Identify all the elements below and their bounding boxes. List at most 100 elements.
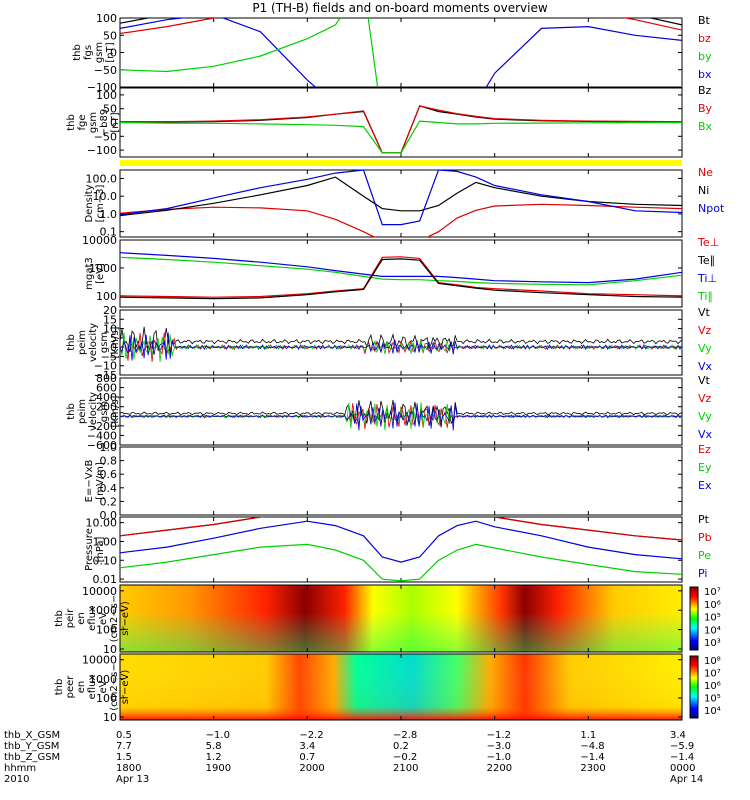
panel-frame xyxy=(119,446,683,516)
x-row-label: thb_X_GSM xyxy=(4,730,60,741)
y-tick-label: 0 xyxy=(110,410,117,423)
y-tick-label: 0.8 xyxy=(100,455,118,468)
x-row-value: 2100 xyxy=(393,763,418,774)
colorbar-label: 10⁶ xyxy=(704,600,721,611)
y-tick-label: 10 xyxy=(103,643,117,656)
y-tick-label: 400 xyxy=(96,391,117,404)
x-row-label: hhmm xyxy=(4,763,36,774)
series-bx xyxy=(120,18,682,87)
panel-peir: 10000 1000 100 10thbpeirenefluxeV(cm2−s−sr−… xyxy=(54,584,721,656)
legend-Ni: Ni xyxy=(698,184,709,197)
x-row-value: 3.4 xyxy=(299,741,315,752)
x-row-value: −1.0 xyxy=(487,752,511,763)
y-tick-label: 0.2 xyxy=(100,495,118,508)
panel-efield: 1.00.80.60.40.20.0 E=−VxB[mV/m] Ez Ey Ex xyxy=(84,441,712,522)
figure-title: P1 (TH-B) fields and on-board moments ov… xyxy=(252,1,548,15)
y-tick-label: −50 xyxy=(94,64,117,77)
y-axis-label: thbfgegsm−b89[nT] xyxy=(66,109,121,136)
legend-Pb: Pb xyxy=(698,531,712,544)
x-row-value: 1900 xyxy=(206,763,231,774)
legend-Vt: Vt xyxy=(698,374,711,387)
x-row-value: 2200 xyxy=(487,763,512,774)
y-tick-label: 100 xyxy=(96,290,117,303)
colorbar-label: 10³ xyxy=(704,638,721,649)
x-row-label: 2010 xyxy=(4,774,29,785)
x-row-value: −0.2 xyxy=(393,752,417,763)
series-Bz xyxy=(120,105,682,154)
panel-frame xyxy=(119,377,683,446)
y-tick-label: −50 xyxy=(94,130,117,143)
x-row-value: 0.7 xyxy=(299,752,315,763)
x-row-value: 3.4 xyxy=(670,730,686,741)
legend-Te⊥: Te⊥ xyxy=(697,236,719,249)
x-row-value: 1.2 xyxy=(206,752,222,763)
legend-Te∥: Te∥ xyxy=(697,254,715,267)
y-tick-label: 0 xyxy=(110,341,117,354)
y-tick-label: 1.0 xyxy=(100,441,118,454)
x-row-value: Apr 14 xyxy=(670,774,703,785)
x-row-value: 7.7 xyxy=(116,741,132,752)
panel-fgs: 100 50 0 −50 −100 thbfgsgsm[nT] Bt bz by bx xyxy=(72,12,712,94)
y-tick-label: 0 xyxy=(110,117,117,130)
series-Ti⊥ xyxy=(120,252,682,284)
legend-By: By xyxy=(698,102,713,115)
legend-Bt: Bt xyxy=(698,14,711,27)
y-axis-label: E=−VxB[mV/m] xyxy=(84,460,106,503)
series-Pb xyxy=(120,517,682,541)
series-Pi xyxy=(120,520,682,563)
y-tick-label: 800 xyxy=(96,372,117,385)
velocity-trace xyxy=(120,332,682,362)
series-Ni xyxy=(120,176,682,217)
legend-Vt: Vt xyxy=(698,306,711,319)
y-tick-label: 0.1 xyxy=(100,226,118,239)
colorbar-label: 10⁵ xyxy=(704,694,721,705)
y-tick-label: 10 xyxy=(103,711,117,724)
legend-Vx: Vx xyxy=(698,428,713,441)
colorbar-label: 10⁴ xyxy=(704,706,721,717)
colorbar xyxy=(689,586,699,651)
y-tick-label: 20 xyxy=(103,304,117,317)
y-tick-label: 50 xyxy=(103,29,117,42)
colorbar-label: 10⁷ xyxy=(704,587,721,598)
y-tick-label: 0.0 xyxy=(100,509,118,522)
y-axis-label: thbfgsgsm[nT] xyxy=(72,42,116,63)
colorbar-label: 10⁴ xyxy=(704,625,721,636)
colorbar-label: 10⁷ xyxy=(704,669,721,680)
spectrogram-peir-shade xyxy=(120,585,682,652)
y-tick-label: −100 xyxy=(87,81,117,94)
y-tick-label: 5 xyxy=(110,332,117,345)
y-axis-label: thbpeirenefluxeV(cm2−s−sr−eV) xyxy=(54,595,131,642)
legend-Ey: Ey xyxy=(698,461,712,474)
x-row-value: 0.5 xyxy=(116,730,132,741)
panel-pressure: 10.00 1.00 0.10 0.01 Pressure[nPa] Pt Pb Pe Pi xyxy=(84,513,712,586)
y-tick-label: 50 xyxy=(103,103,117,116)
x-row-value: Apr 13 xyxy=(116,774,149,785)
legend-Pt: Pt xyxy=(698,513,710,526)
series-Ne xyxy=(120,203,682,237)
legend-bx: bx xyxy=(698,68,712,81)
y-tick-label: −10 xyxy=(94,360,117,373)
x-row-value: 5.8 xyxy=(206,741,222,752)
legend-Ez: Ez xyxy=(698,443,711,456)
y-tick-label: −100 xyxy=(87,144,117,157)
x-row-value: −2.2 xyxy=(299,730,323,741)
y-axis-label: thbpeerenefluxeV(cm2−s−sr−eV) xyxy=(54,663,131,710)
legend-Ti⊥: Ti⊥ xyxy=(697,272,717,285)
series-Ti∥ xyxy=(120,256,682,286)
legend-by: by xyxy=(698,50,712,63)
x-row-value: −1.0 xyxy=(206,730,230,741)
x-row-value: −1.4 xyxy=(670,752,694,763)
x-row-value: −5.9 xyxy=(670,741,694,752)
spectrogram-peer-shade xyxy=(120,654,682,720)
y-tick-label: 100.0 xyxy=(86,172,118,185)
panels-group: 100500−50−100thbfgsgsm[nT]Btbzbybx100500… xyxy=(54,12,725,724)
x-row-value: 0000 xyxy=(670,763,695,774)
y-axis-label: thbpeimvelocitygsm[km/s] xyxy=(66,392,121,431)
x-row-value: 1.5 xyxy=(116,752,132,763)
series-Npot xyxy=(120,170,682,226)
y-tick-label: 100 xyxy=(96,692,117,705)
x-row-value: −1.2 xyxy=(487,730,511,741)
